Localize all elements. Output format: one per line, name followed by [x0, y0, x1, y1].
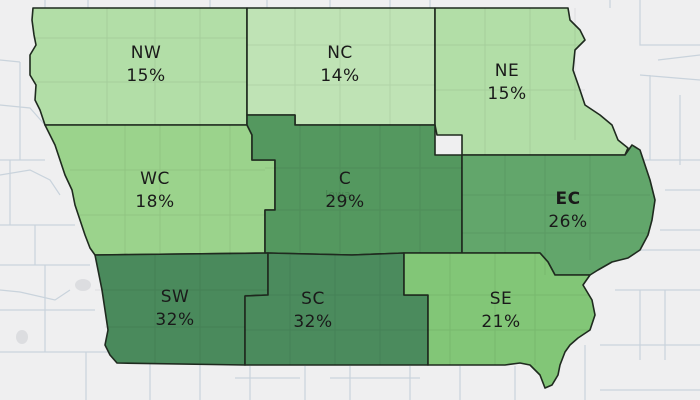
region-name: SW: [160, 287, 190, 307]
region-ne[interactable]: [434, 7, 629, 156]
region-value: 18%: [135, 192, 175, 212]
label-nw: NW 15%: [106, 42, 186, 88]
label-sw: SW 32%: [135, 286, 215, 332]
label-ec: EC 26%: [528, 188, 608, 234]
region-name: C: [338, 169, 352, 189]
label-se: SE 21%: [461, 288, 541, 334]
internal-county-lines: [33, 8, 650, 365]
region-se[interactable]: [403, 252, 596, 389]
region-value: 32%: [293, 312, 333, 332]
region-name: SC: [301, 289, 325, 309]
label-wc: WC 18%: [115, 168, 195, 214]
label-sc: SC 32%: [273, 288, 353, 334]
region-name: NW: [130, 43, 162, 63]
region-value: 15%: [126, 66, 166, 86]
region-value: 14%: [320, 66, 360, 86]
region-name: EC: [555, 189, 581, 209]
region-value: 32%: [155, 310, 195, 330]
label-c: C 29%: [305, 168, 385, 214]
region-name: NC: [327, 43, 353, 63]
region-value: 29%: [325, 192, 365, 212]
state-name-label: Iowa: [325, 188, 351, 201]
label-ne: NE 15%: [467, 60, 547, 106]
region-value: 15%: [487, 84, 527, 104]
label-nc: NC 14%: [300, 42, 380, 88]
region-value: 26%: [548, 212, 588, 232]
region-name: SE: [489, 289, 513, 309]
regions: [29, 7, 656, 389]
region-value: 21%: [481, 312, 521, 332]
region-name: WC: [140, 169, 170, 189]
region-name: NE: [494, 61, 520, 81]
